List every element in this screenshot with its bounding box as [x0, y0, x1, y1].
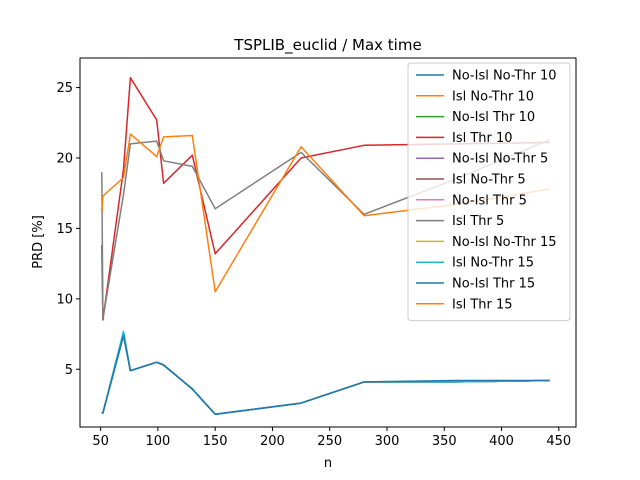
x-axis-label: n: [324, 456, 332, 471]
series-line-6: [101, 333, 550, 416]
series-line-9: [101, 333, 550, 416]
legend: No-Isl No-Thr 10 Isl No-Thr 10 No-Isl Thr …: [407, 62, 571, 322]
x-tick-label: 100: [145, 434, 170, 449]
legend-entry: Isl Thr 10: [452, 131, 513, 146]
y-tick-label: 10: [56, 292, 73, 307]
x-tick-label: 350: [432, 434, 457, 449]
x-tick-label: 250: [317, 434, 342, 449]
y-tick-label: 25: [56, 81, 73, 96]
legend-entry: No-Isl Thr 10: [452, 110, 535, 125]
legend-entry: Isl No-Thr 5: [452, 173, 526, 188]
legend-entry: No-Isl Thr 15: [452, 277, 535, 292]
x-tick-label: 150: [203, 434, 228, 449]
series-line-8: [101, 139, 550, 320]
legend-entry: Isl Thr 15: [452, 297, 513, 312]
legend-entry: Isl No-Thr 15: [452, 256, 534, 271]
series-line-12: [101, 133, 550, 293]
y-tick-label: 20: [56, 151, 73, 166]
legend-box: [407, 62, 571, 322]
legend-entry: No-Isl Thr 5: [452, 193, 527, 208]
series-line-3: [101, 333, 550, 416]
x-tick-label: 50: [92, 434, 109, 449]
y-tick-label: 15: [56, 222, 73, 237]
series-line-2: [101, 331, 550, 416]
x-axis-ticks: 50 100 150 200 250 300 350 400 450: [92, 427, 571, 449]
legend-entry: Isl Thr 5: [452, 214, 504, 229]
x-tick-label: 450: [546, 434, 571, 449]
x-tick-label: 200: [260, 434, 285, 449]
series-line-11: [101, 334, 550, 416]
series-line-4: [101, 76, 550, 321]
legend-entry: No-Isl No-Thr 10: [452, 69, 557, 84]
legend-entry: No-Isl No-Thr 5: [452, 152, 548, 167]
y-axis-label: PRD [%]: [31, 215, 46, 269]
series-line-1: [101, 334, 550, 416]
series-line-7: [101, 333, 550, 416]
x-tick-label: 400: [489, 434, 514, 449]
y-tick-label: 5: [65, 363, 73, 378]
axes-frame: [79, 57, 577, 428]
series-line-5: [101, 333, 550, 416]
x-tick-label: 300: [375, 434, 400, 449]
plot-area: [101, 76, 550, 416]
chart-title: TSPLIB_euclid / Max time: [233, 36, 421, 55]
y-axis-ticks: 5 10 15 20 25: [56, 81, 80, 378]
series-line-10: [101, 330, 550, 416]
legend-entry: Isl No-Thr 10: [452, 89, 534, 104]
legend-entry: No-Isl No-Thr 15: [452, 235, 557, 250]
